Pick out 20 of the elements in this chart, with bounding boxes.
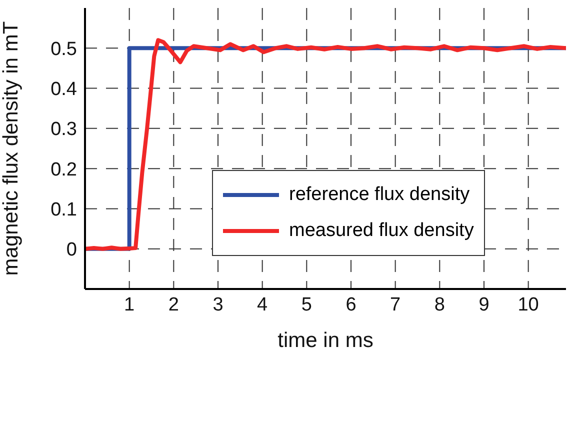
y-tick-label: 0.4: [50, 79, 78, 100]
y-tick-label: 0.3: [50, 119, 77, 140]
legend-label: reference flux density: [289, 184, 470, 206]
x-tick-label: 2: [168, 294, 179, 316]
x-tick-label: 10: [518, 294, 539, 316]
x-tick-label: 3: [212, 294, 224, 316]
y-tick-label: 0.1: [50, 199, 77, 220]
x-tick-label: 8: [434, 294, 445, 316]
y-tick-label: 0.2: [50, 159, 77, 180]
x-axis-title: time in ms: [278, 329, 374, 352]
x-tick-label: 1: [124, 294, 135, 316]
x-tick-label: 6: [346, 294, 356, 316]
x-tick-label: 9: [478, 294, 490, 316]
y-tick-label: 0: [66, 240, 77, 261]
y-tick-label: 0.5: [50, 38, 77, 60]
y-axis-title: magnetic flux density in mT: [0, 21, 22, 276]
legend-label: measured flux density: [289, 220, 474, 242]
x-tick-label: 7: [390, 294, 401, 316]
x-tick-label: 5: [301, 294, 312, 316]
x-tick-label: 4: [257, 294, 268, 316]
